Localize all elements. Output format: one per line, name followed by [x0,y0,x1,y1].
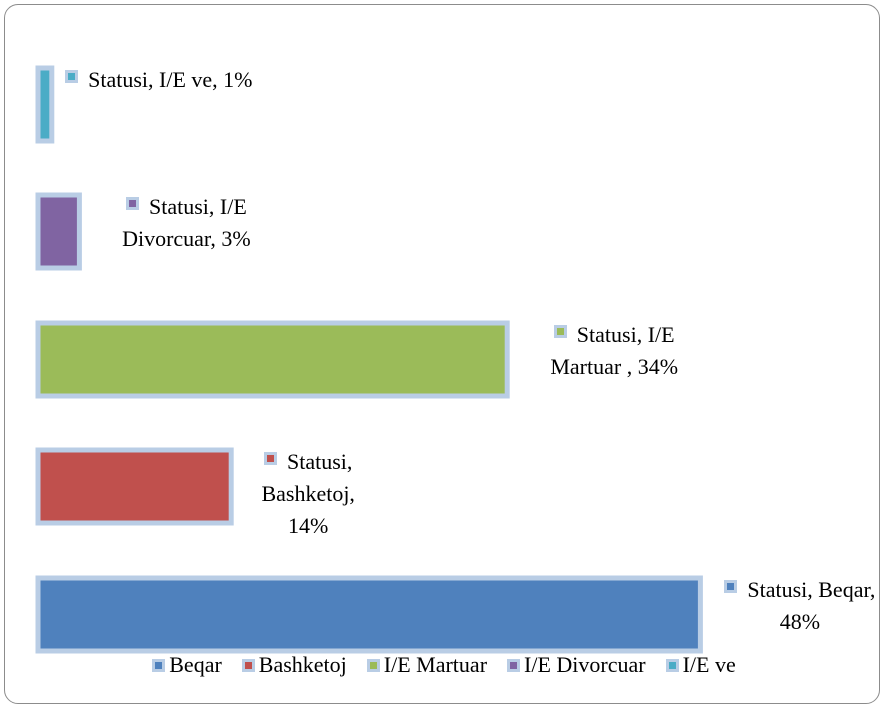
label-marker [126,197,139,210]
legend-swatch [507,658,521,672]
data-label: Statusi, I/E ve, 1% [64,64,254,96]
data-label: Statusi, Beqar, 48% [712,574,887,638]
data-label-text: Statusi, Bashketoj, 14% [261,449,355,538]
data-label-text: Statusi, I/E Divorcuar, 3% [122,194,251,251]
data-label: Statusi, I/E Martuar , 34% [519,319,709,383]
label-marker [263,452,277,465]
legend-label: Beqar [169,652,222,677]
data-label: Statusi, Bashketoj, 14% [243,446,373,542]
legend-item: I/E ve [665,652,736,678]
data-label: Statusi, I/E Divorcuar, 3% [91,191,281,255]
legend-item: Bashketoj [241,652,347,678]
bar [35,320,510,399]
data-label-text: Statusi, I/E ve, 1% [88,67,253,92]
legend-swatch [152,658,166,672]
legend-label: Bashketoj [258,652,347,677]
chart-frame [4,4,880,704]
bar [35,65,55,144]
label-marker [724,580,738,593]
legend-label: I/E Martuar [383,652,488,677]
legend: Beqar Bashketoj I/E Martuar I/E Divorcuar I/… [0,652,888,678]
label-marker [65,70,79,83]
legend-label: I/E ve [682,652,736,677]
bar [35,192,82,271]
label-marker [553,325,567,338]
legend-item: I/E Martuar [366,652,488,678]
bar [35,575,703,654]
legend-item: I/E Divorcuar [507,652,646,678]
data-label-text: Statusi, Beqar, 48% [747,577,876,634]
legend-label: I/E Divorcuar [524,652,646,677]
legend-swatch [366,658,380,672]
legend-swatch [241,658,255,672]
legend-item: Beqar [152,652,222,678]
bar [35,447,234,526]
legend-swatch [665,658,679,672]
data-label-text: Statusi, I/E Martuar , 34% [550,322,679,379]
